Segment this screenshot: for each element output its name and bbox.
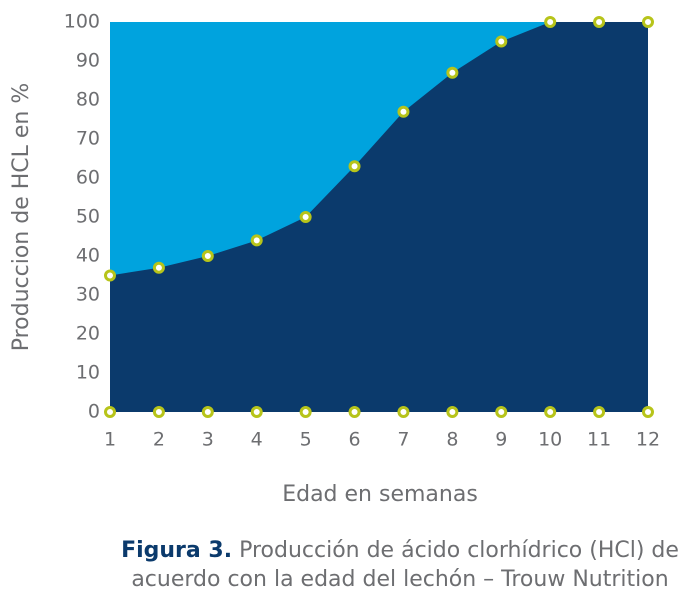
y-tick-label: 10 [76,362,100,384]
y-tick-label: 20 [76,323,100,345]
marker [201,406,214,418]
marker [250,234,263,247]
y-tick-label: 60 [76,167,100,189]
y-tick-label: 80 [76,89,100,111]
x-tick-label: 2 [153,429,165,451]
caption-line: Producción de ácido clorhídrico (HCl) de [239,538,679,563]
marker [152,261,165,274]
marker [593,406,606,418]
marker [397,406,410,418]
marker [299,211,312,223]
marker [348,160,361,173]
x-tick-label: 10 [538,429,562,451]
caption-line: acuerdo con la edad del lechón – Trouw N… [131,567,668,592]
y-tick-label: 50 [76,206,100,228]
marker [104,406,116,418]
marker [642,16,654,28]
marker [495,406,508,418]
marker [299,406,312,418]
marker [495,35,508,48]
marker [104,269,116,282]
x-tick-label: 12 [636,429,660,451]
marker [593,16,606,28]
marker [348,406,361,418]
y-tick-label: 70 [76,128,100,150]
x-tick-label: 8 [446,429,458,451]
marker [446,406,459,418]
y-tick-label: 40 [76,245,100,267]
y-axis-label: Produccion de HCL en % [9,83,34,352]
x-tick-label: 1 [104,429,116,451]
marker [397,105,410,118]
x-tick-label: 4 [251,429,263,451]
marker [152,406,165,418]
x-axis-label: Edad en semanas [282,482,478,507]
y-tick-label: 90 [76,50,100,72]
y-tick-label: 30 [76,284,100,306]
area [110,22,648,412]
x-tick-label: 11 [587,429,611,451]
marker [544,406,557,418]
x-tick-label: 6 [348,429,360,451]
caption-label: Figura 3. [121,538,232,563]
marker [250,406,263,418]
x-tick-label: 7 [397,429,409,451]
x-tick-label: 5 [300,429,312,451]
x-tick-label: 9 [495,429,507,451]
marker [544,16,557,28]
caption: Figura 3. Producción de ácido clorhídric… [121,538,679,563]
marker [642,406,654,418]
x-tick-label: 3 [202,429,214,451]
marker [446,66,459,79]
y-tick-label: 100 [64,11,100,33]
y-tick-label: 0 [88,401,100,423]
marker [201,250,214,262]
